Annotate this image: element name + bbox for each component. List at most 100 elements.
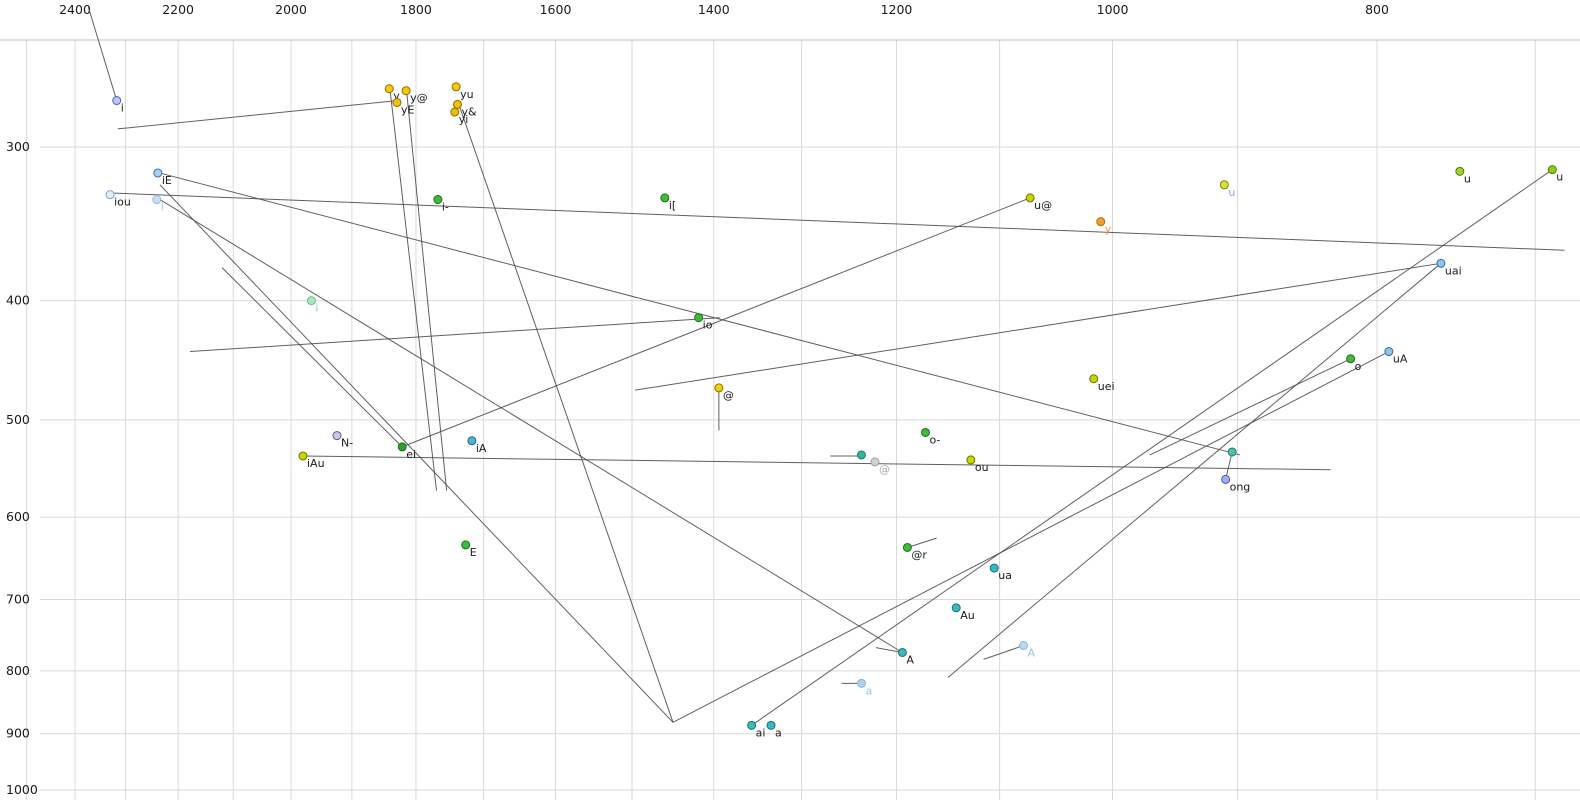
data-point-label: A bbox=[906, 653, 914, 666]
trajectory-line bbox=[1225, 451, 1233, 480]
trajectory-line bbox=[459, 106, 674, 723]
data-point-a[interactable] bbox=[766, 720, 776, 730]
y-axis-tick-label: 900 bbox=[6, 726, 30, 741]
data-point-iAu[interactable] bbox=[298, 451, 308, 461]
x-axis-tick-label: 2400 bbox=[59, 2, 91, 17]
data-point-@[interactable] bbox=[870, 457, 880, 467]
data-point-u[interactable] bbox=[1547, 165, 1557, 175]
data-point-ai[interactable] bbox=[747, 720, 757, 730]
y-axis-tick-label: 400 bbox=[6, 293, 30, 308]
data-point-label: yE bbox=[401, 103, 415, 116]
x-axis-ticks: 2400 2200 2000 1800 1600 1400 1200 1000 800 bbox=[59, 2, 1389, 17]
x-axis-tick-label: 1200 bbox=[881, 2, 913, 17]
trajectory-line bbox=[112, 192, 1565, 251]
data-point-y[interactable] bbox=[384, 84, 394, 94]
trajectory-line bbox=[751, 169, 1553, 726]
data-point-label: ua bbox=[998, 569, 1012, 582]
data-point-label: y bbox=[1105, 223, 1112, 236]
trajectory-line bbox=[389, 88, 438, 491]
trajectory-line bbox=[402, 197, 1031, 448]
data-point-label: iE bbox=[162, 174, 172, 187]
y-axis-tick-label: 700 bbox=[6, 592, 30, 607]
data-point-label: i[ bbox=[669, 199, 676, 212]
x-axis-tick-label: 2200 bbox=[162, 2, 194, 17]
data-point-label: iou bbox=[114, 196, 131, 209]
data-point-label: yi bbox=[459, 113, 469, 126]
data-point-y[interactable] bbox=[1096, 217, 1106, 227]
y-axis-tick-label: 1000 bbox=[6, 782, 38, 797]
data-point-iE[interactable] bbox=[153, 168, 163, 178]
data-point-label: @ bbox=[879, 463, 890, 476]
data-point-uA[interactable] bbox=[1384, 347, 1394, 357]
data-point-label: A bbox=[1028, 647, 1036, 660]
data-point-iou[interactable] bbox=[105, 190, 115, 200]
data-point-label: yu bbox=[460, 88, 473, 101]
trajectory-line bbox=[159, 199, 903, 653]
data-point-i[[interactable] bbox=[660, 193, 670, 203]
trajectory-line bbox=[87, 7, 118, 101]
data-point-i[interactable] bbox=[152, 195, 162, 205]
data-point-Au[interactable] bbox=[951, 603, 961, 613]
data-point-uei[interactable] bbox=[1089, 374, 1099, 384]
data-point-label: y& bbox=[461, 105, 477, 118]
data-point-label: a bbox=[865, 684, 872, 697]
data-point-i[interactable] bbox=[112, 96, 122, 106]
data-point-@r[interactable] bbox=[902, 542, 912, 552]
data-point-label: u bbox=[1464, 172, 1471, 185]
data-point-A[interactable] bbox=[897, 647, 907, 657]
data-point-y&[interactable] bbox=[452, 99, 462, 109]
x-axis-tick-label: 800 bbox=[1365, 2, 1389, 17]
data-point-a[interactable] bbox=[856, 678, 866, 688]
data-point-label: ong bbox=[1230, 480, 1251, 493]
data-point-A[interactable] bbox=[1019, 641, 1029, 651]
data-point-label: i bbox=[121, 102, 124, 115]
trajectory-line bbox=[672, 351, 1390, 723]
data-point-yE[interactable] bbox=[392, 97, 402, 107]
data-point-i-[interactable] bbox=[433, 195, 443, 205]
data-point-label: ei bbox=[406, 448, 416, 461]
data-point[interactable] bbox=[856, 450, 866, 460]
data-point-yu[interactable] bbox=[451, 82, 461, 92]
data-point-o[interactable] bbox=[1346, 354, 1356, 364]
trajectory-line bbox=[983, 645, 1024, 660]
data-point-label: io bbox=[703, 319, 713, 332]
data-point-ei[interactable] bbox=[397, 442, 407, 452]
data-point-u@[interactable] bbox=[1025, 193, 1035, 203]
data-point-iA[interactable] bbox=[467, 436, 477, 446]
y-axis-tick-label: 500 bbox=[6, 412, 30, 427]
data-point-ou[interactable] bbox=[966, 455, 976, 465]
data-point-label: y bbox=[393, 90, 400, 103]
data-point-label: a bbox=[775, 726, 782, 739]
data-point-label: o bbox=[1355, 360, 1362, 373]
data-point-o-[interactable] bbox=[920, 427, 930, 437]
x-axis-tick-label: 1800 bbox=[400, 2, 432, 17]
data-point-io[interactable] bbox=[694, 313, 704, 323]
data-point-uai[interactable] bbox=[1436, 258, 1446, 268]
data-point-label: i bbox=[161, 201, 164, 214]
trajectory-line bbox=[302, 455, 1331, 471]
trajectory-line bbox=[947, 262, 1442, 678]
data-point-label: o- bbox=[929, 433, 940, 446]
data-point-E[interactable] bbox=[461, 540, 471, 550]
data-point-N-[interactable] bbox=[332, 431, 342, 441]
data-point-label: Au bbox=[960, 609, 975, 622]
data-point-ong[interactable] bbox=[1221, 474, 1231, 484]
data-point-u[interactable] bbox=[1455, 166, 1465, 176]
x-axis-tick-label: 2000 bbox=[275, 2, 307, 17]
data-point-y@[interactable] bbox=[401, 86, 411, 96]
x-axis-tick-label: 1400 bbox=[698, 2, 730, 17]
data-point-@[interactable] bbox=[714, 383, 724, 393]
data-point-label: uei bbox=[1098, 380, 1115, 393]
data-point-label: @ bbox=[723, 389, 734, 402]
data-point-i[interactable] bbox=[306, 296, 316, 306]
y-axis-tick-label: 300 bbox=[6, 139, 30, 154]
data-point-ua[interactable] bbox=[989, 563, 999, 573]
data-point[interactable] bbox=[1227, 447, 1237, 457]
x-axis-tick-label: 1000 bbox=[1097, 2, 1129, 17]
data-point-yi[interactable] bbox=[450, 107, 460, 117]
trajectory-line bbox=[635, 262, 1441, 391]
data-point-u[interactable] bbox=[1219, 180, 1229, 190]
